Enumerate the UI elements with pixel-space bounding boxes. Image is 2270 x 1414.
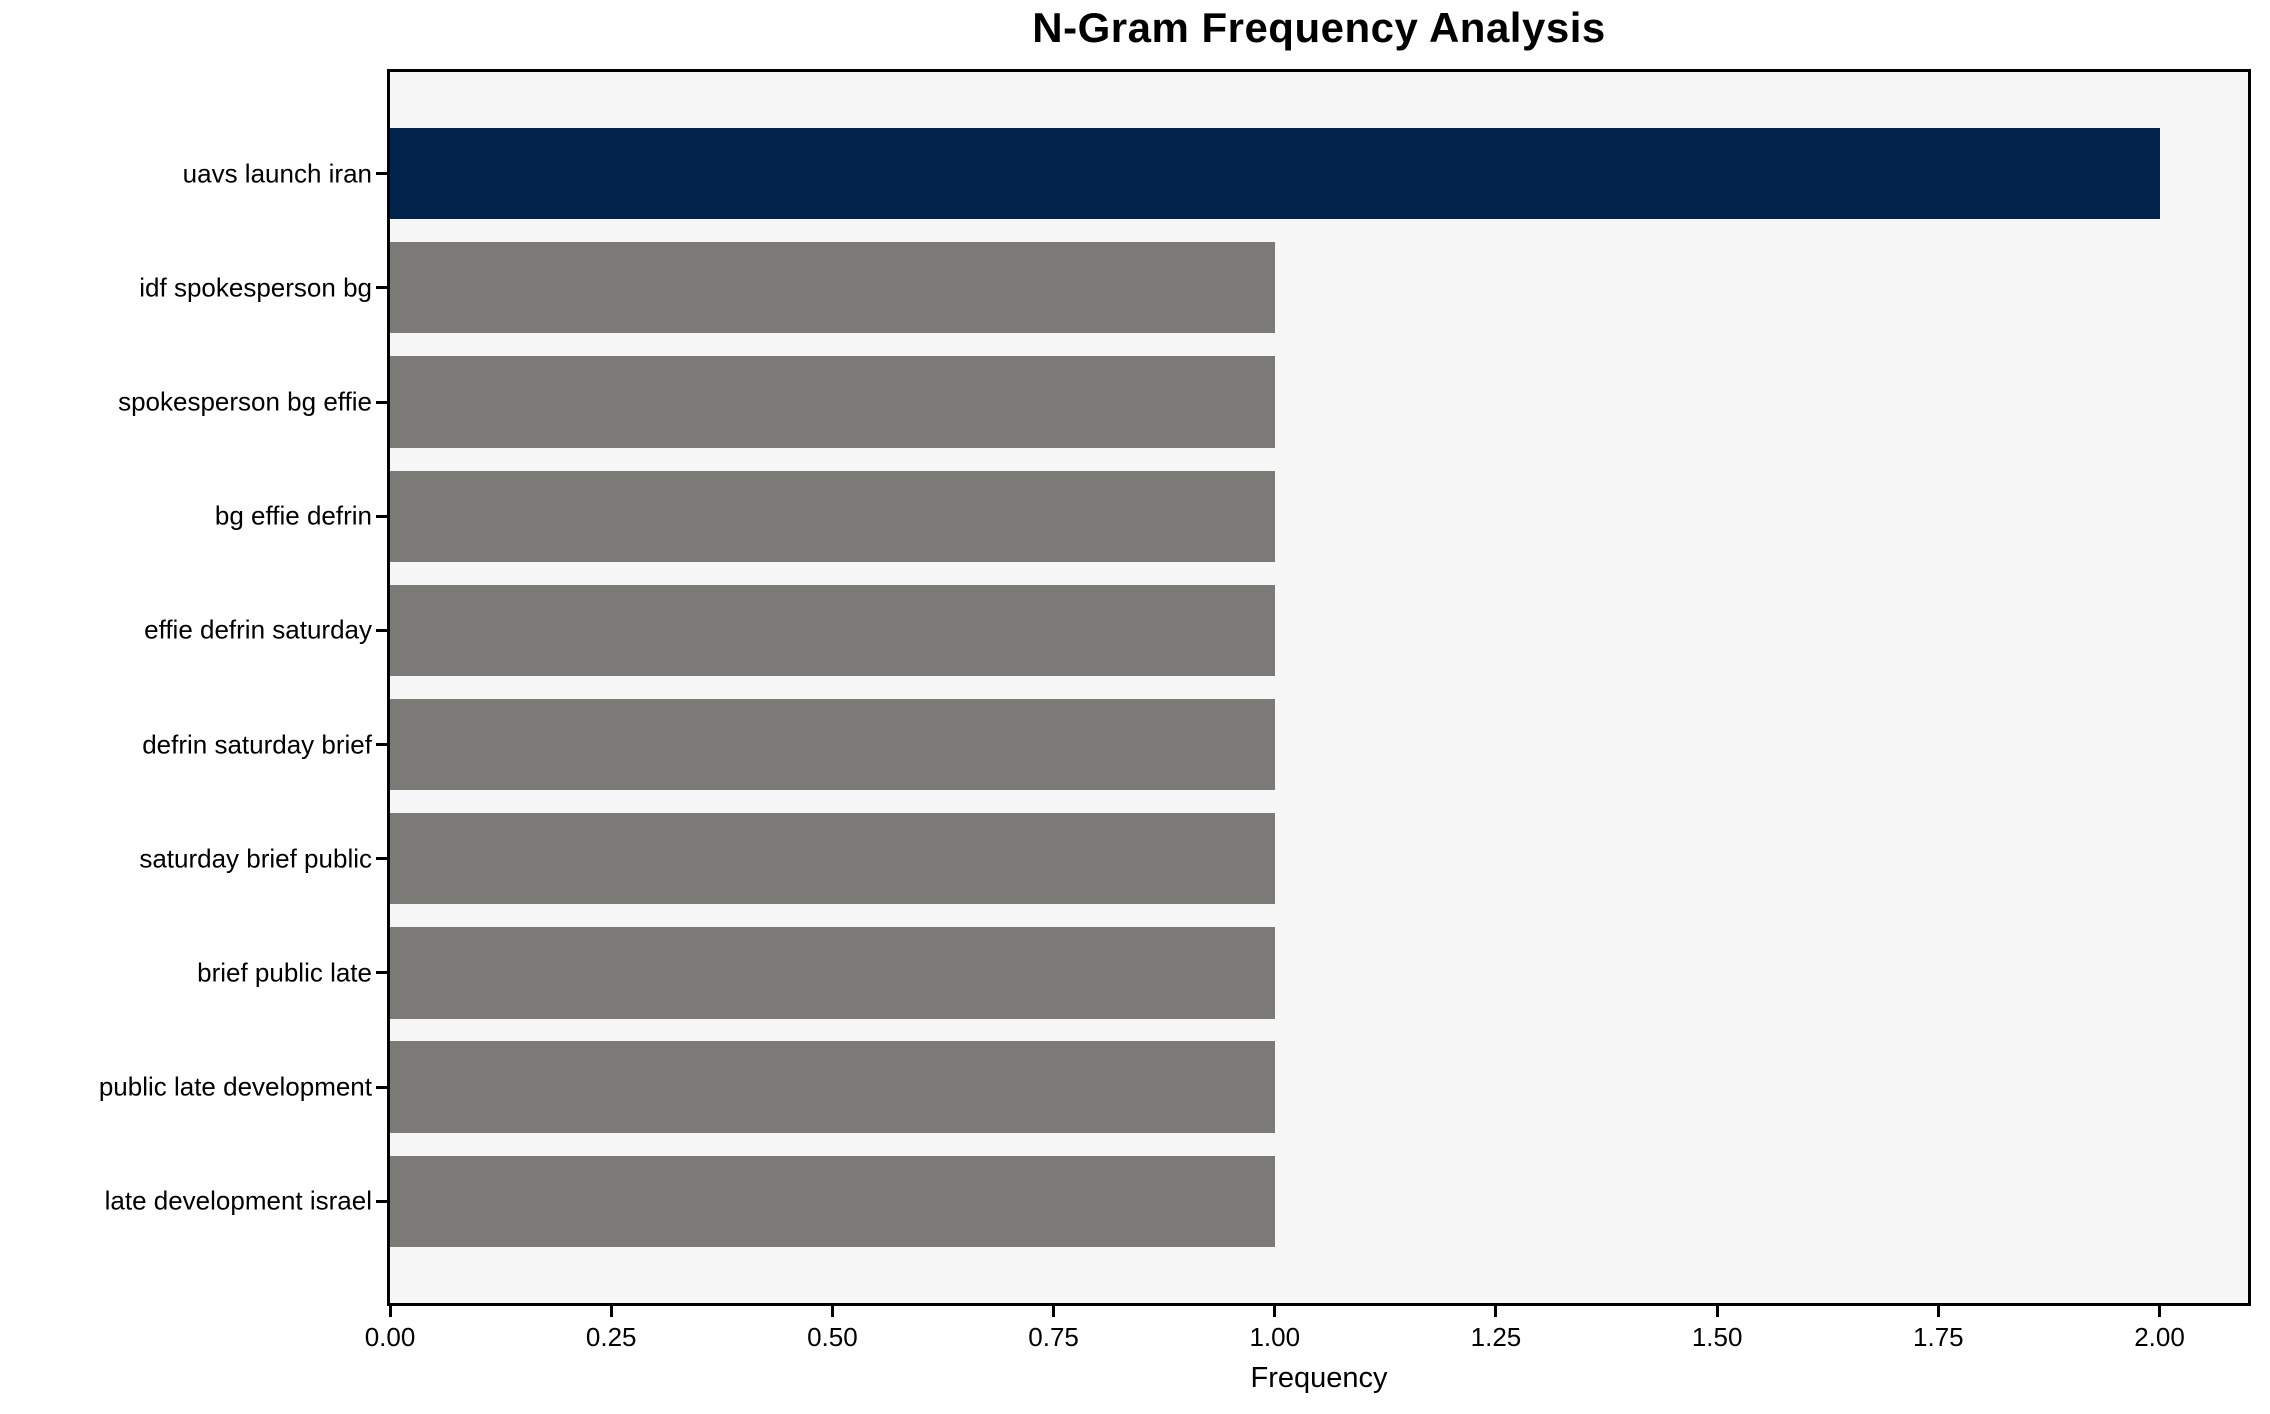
y-tick-mark-1 (376, 286, 387, 290)
x-axis-label: Frequency (1250, 1362, 1388, 1394)
x-tick-label-8: 2.00 (2134, 1322, 2185, 1352)
y-tick-label-1: idf spokesperson bg (139, 272, 372, 303)
x-tick-mark-2 (830, 1306, 834, 1317)
x-tick-label-4: 1.00 (1249, 1322, 1301, 1352)
plot-area (387, 69, 2251, 1306)
x-tick-mark-8 (2158, 1306, 2162, 1317)
y-tick-mark-3 (376, 514, 387, 518)
x-tick-label-0: 0.00 (364, 1322, 416, 1352)
bar-7 (390, 927, 1275, 1019)
bar-9 (390, 1155, 1275, 1248)
y-tick-mark-8 (376, 1085, 387, 1089)
y-tick-label-5: defrin saturday brief (142, 729, 372, 760)
y-tick-label-4: effie defrin saturday (144, 614, 372, 645)
x-tick-mark-5 (1494, 1306, 1498, 1317)
bar-1 (390, 242, 1275, 334)
x-tick-mark-4 (1273, 1306, 1277, 1317)
chart-title: N-Gram Frequency Analysis (1032, 4, 1606, 51)
y-tick-mark-9 (376, 1199, 387, 1203)
x-tick-mark-7 (1936, 1306, 1940, 1317)
y-tick-mark-2 (376, 400, 387, 404)
bar-6 (390, 813, 1275, 905)
x-tick-label-6: 1.50 (1691, 1322, 1743, 1352)
x-tick-label-1: 0.25 (585, 1322, 637, 1352)
bar-2 (390, 356, 1275, 448)
x-tick-mark-0 (388, 1306, 392, 1317)
bar-5 (390, 698, 1275, 791)
y-tick-mark-5 (376, 743, 387, 747)
x-tick-label-3: 0.75 (1028, 1322, 1079, 1352)
x-tick-label-7: 1.75 (1913, 1322, 1964, 1352)
bar-3 (390, 470, 1275, 562)
y-tick-label-3: bg effie defrin (214, 500, 372, 531)
bar-0 (390, 127, 2160, 220)
y-tick-label-9: late development israel (104, 1185, 372, 1216)
y-tick-label-0: uavs launch iran (182, 158, 372, 189)
y-tick-label-2: spokesperson bg effie (118, 386, 372, 417)
x-tick-mark-1 (609, 1306, 613, 1317)
x-tick-label-5: 1.25 (1470, 1322, 1522, 1352)
y-tick-label-8: public late development (98, 1071, 372, 1102)
y-tick-label-7: brief public late (197, 957, 372, 988)
x-tick-mark-3 (1052, 1306, 1056, 1317)
x-tick-label-2: 0.50 (807, 1322, 858, 1352)
y-tick-mark-0 (376, 172, 387, 176)
bar-8 (390, 1041, 1275, 1133)
y-tick-mark-7 (376, 971, 387, 975)
y-tick-label-6: saturday brief public (139, 843, 372, 874)
bar-4 (390, 584, 1275, 677)
x-tick-mark-6 (1715, 1306, 1719, 1317)
y-tick-mark-6 (376, 857, 387, 861)
y-tick-mark-4 (376, 628, 387, 632)
